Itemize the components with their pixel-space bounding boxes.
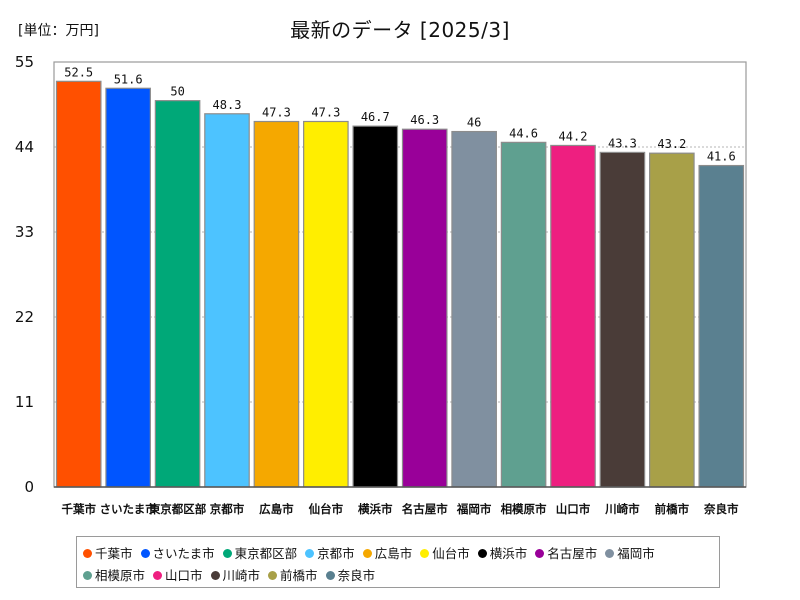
legend-item: 奈良市 xyxy=(325,565,376,584)
legend-label: 名古屋市 xyxy=(547,546,598,561)
y-tick-label: 11 xyxy=(15,393,34,411)
legend-swatch xyxy=(420,549,430,558)
y-tick-label: 55 xyxy=(15,53,34,71)
x-tick-label: 前橋市 xyxy=(655,502,690,516)
legend-label: 山口市 xyxy=(165,568,203,583)
bar xyxy=(649,152,695,488)
legend-swatch xyxy=(305,549,315,558)
y-tick-label: 33 xyxy=(15,223,34,241)
legend-item: 名古屋市 xyxy=(535,543,597,562)
bar xyxy=(698,164,745,488)
x-tick-label: 相模原市 xyxy=(501,502,547,516)
legend-swatch xyxy=(83,549,92,558)
legend-item: 横浜市 xyxy=(477,543,528,562)
legend-label: 相模原市 xyxy=(95,568,146,583)
legend-item: 仙台市 xyxy=(420,543,470,562)
legend-item: 京都市 xyxy=(305,543,355,562)
legend-label: 川崎市 xyxy=(222,568,261,583)
legend-swatch xyxy=(605,549,615,558)
data-label: 46.7 xyxy=(361,110,390,124)
legend-swatch xyxy=(362,549,372,558)
data-label: 46 xyxy=(467,116,481,130)
legend-label: 横浜市 xyxy=(489,546,528,561)
x-tick-label: 東京都区部 xyxy=(149,502,207,516)
legend-label: 東京都区部 xyxy=(234,546,298,561)
data-label: 46.3 xyxy=(410,113,439,127)
x-tick-label: さいたま市 xyxy=(100,502,158,516)
bar-chart: 0 11 22 33 44 55 52.5 千葉市 51.6 さいたま市 50 東京都区部 48.3 京都… xyxy=(15,53,747,516)
bar xyxy=(303,120,349,488)
legend-label: 京都市 xyxy=(317,546,355,561)
legend-label: 奈良市 xyxy=(337,568,376,583)
bar xyxy=(105,87,151,488)
legend-item: 千葉市 xyxy=(83,543,133,562)
y-tick-label: 0 xyxy=(24,478,34,496)
legend: 千葉市 さいたま市 東京都区部 京都市 広島市 仙台市 横浜市 名古屋市 福岡市 相模原市 山口市… xyxy=(76,536,720,588)
legend-item: 山口市 xyxy=(153,565,203,584)
data-label: 41.6 xyxy=(707,150,736,164)
bar xyxy=(599,151,646,488)
x-tick-label: 奈良市 xyxy=(703,502,739,516)
bar xyxy=(204,113,250,488)
bar xyxy=(352,125,399,488)
x-tick-label: 横浜市 xyxy=(358,502,393,516)
legend-item: 相模原市 xyxy=(83,565,145,584)
bar xyxy=(401,128,448,488)
legend-item: 前橋市 xyxy=(268,565,318,584)
y-tick-label: 44 xyxy=(15,138,34,156)
legend-swatch xyxy=(222,549,232,558)
data-label: 47.3 xyxy=(311,106,340,120)
bar xyxy=(451,130,497,488)
x-tick-label: 山口市 xyxy=(556,502,591,516)
data-label: 52.5 xyxy=(64,65,93,79)
x-tick-label: 名古屋市 xyxy=(402,502,448,516)
x-tick-label: 京都市 xyxy=(210,502,245,516)
legend-swatch xyxy=(268,571,278,580)
x-tick-label: 川崎市 xyxy=(604,502,640,516)
data-label: 44.6 xyxy=(509,126,538,140)
x-tick-label: 広島市 xyxy=(259,502,294,516)
x-tick-label: 千葉市 xyxy=(61,502,96,516)
y-tick-label: 22 xyxy=(15,308,34,326)
legend-swatch xyxy=(535,549,545,558)
legend-label: 前橋市 xyxy=(280,568,318,583)
legend-label: さいたま市 xyxy=(152,546,215,561)
bar xyxy=(55,80,102,488)
data-label: 50 xyxy=(170,85,184,99)
legend-item: さいたま市 xyxy=(140,543,215,562)
bar xyxy=(253,120,300,488)
legend-swatch xyxy=(153,571,163,580)
legend-row: 千葉市 さいたま市 東京都区部 京都市 広島市 仙台市 横浜市 名古屋市 福岡市 xyxy=(77,543,657,561)
bar xyxy=(154,100,201,488)
legend-label: 広島市 xyxy=(374,546,413,561)
legend-swatch xyxy=(83,571,92,580)
legend-swatch xyxy=(140,549,150,558)
legend-item: 川崎市 xyxy=(210,565,261,584)
data-label: 44.2 xyxy=(559,129,588,143)
data-label: 51.6 xyxy=(114,72,143,86)
chart-title: 最新のデータ [2025/3] xyxy=(290,18,510,42)
legend-swatch xyxy=(210,571,220,580)
data-label: 48.3 xyxy=(213,98,242,112)
legend-row: 相模原市 山口市 川崎市 前橋市 奈良市 xyxy=(77,565,377,583)
x-tick-label: 福岡市 xyxy=(456,502,492,516)
data-label: 47.3 xyxy=(262,106,291,120)
bar xyxy=(500,141,547,488)
legend-item: 福岡市 xyxy=(605,543,655,562)
legend-item: 東京都区部 xyxy=(222,543,298,562)
data-label: 43.2 xyxy=(657,137,686,151)
legend-label: 千葉市 xyxy=(95,546,133,561)
legend-swatch xyxy=(477,549,487,558)
legend-label: 仙台市 xyxy=(432,546,470,561)
legend-label: 福岡市 xyxy=(617,546,655,561)
legend-item: 広島市 xyxy=(362,543,413,562)
data-label: 43.3 xyxy=(608,136,637,150)
legend-swatch xyxy=(325,571,335,580)
bar xyxy=(550,144,596,488)
x-tick-label: 仙台市 xyxy=(309,502,344,516)
unit-label: [単位：万円] xyxy=(18,23,99,39)
